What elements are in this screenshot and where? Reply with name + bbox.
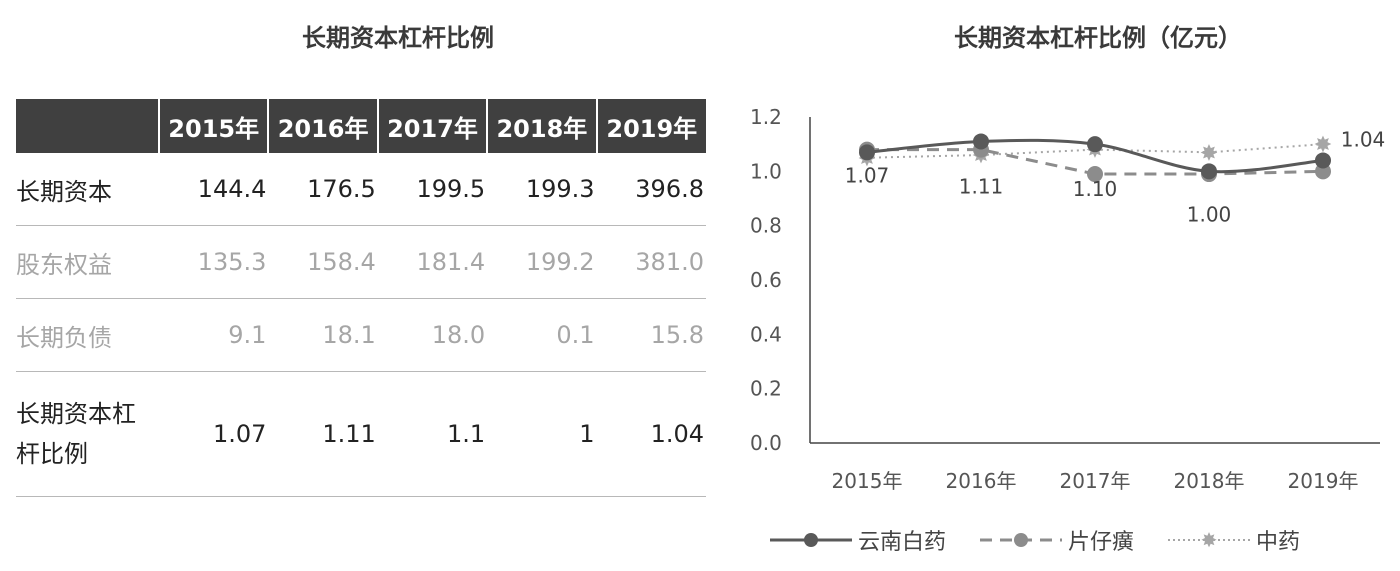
x-tick-label: 2016年 (946, 469, 1017, 493)
legend-label: 中药 (1256, 530, 1301, 555)
table-row-long-term-capital: 长期资本 144.4 176.5 199.5 199.3 396.8 (16, 153, 706, 226)
cell: 1.07 (159, 371, 269, 497)
y-tick-label: 0.8 (750, 214, 782, 238)
chart-title: 长期资本杠杆比例（亿元） (954, 24, 1242, 52)
cell: 199.5 (377, 153, 488, 226)
cell: 18.0 (377, 298, 488, 372)
cell: 199.2 (487, 225, 597, 299)
cell: 1.11 (268, 371, 378, 497)
row-label-line1: 长期资本杠 (16, 400, 136, 428)
cell: 158.4 (268, 225, 378, 299)
cell: 15.8 (596, 298, 706, 372)
series-point-0 (1087, 136, 1103, 153)
cell: 181.4 (377, 225, 488, 299)
cell: 135.3 (159, 225, 269, 299)
data-label: 1.04 (1341, 127, 1386, 151)
y-tick-label: 0.6 (750, 268, 782, 292)
cell: 18.1 (268, 298, 378, 372)
header-2017: 2017年 (376, 99, 488, 153)
series-point-0 (1201, 163, 1217, 180)
cell: 144.4 (159, 153, 269, 226)
line-chart: 0.0 0.2 0.4 0.6 0.8 1.0 1.2 2015年 2016年 2017年 2018… (750, 105, 1386, 493)
legend-item-tcm: ✸ 中药 (1168, 524, 1300, 556)
row-label: 长期负债 (16, 298, 159, 372)
x-tick-label: 2015年 (832, 469, 903, 493)
y-tick-label: 0.0 (750, 431, 782, 455)
y-tick-label: 1.0 (750, 159, 782, 183)
header-2019: 2019年 (595, 99, 706, 153)
series-point-0 (1315, 152, 1331, 169)
series-point-0 (859, 144, 875, 161)
header-2018: 2018年 (486, 99, 597, 153)
row-label: 股东权益 (16, 225, 159, 299)
table-row-leverage-ratio: 长期资本杠杆比例 1.07 1.11 1.1 1 1.04 (16, 371, 706, 497)
cell: 9.1 (159, 298, 269, 372)
cell: 381.0 (596, 225, 706, 299)
row-label: 长期资本 (16, 153, 159, 226)
table-header-row: 2015年 2016年 2017年 2018年 2019年 (16, 99, 706, 153)
cell: 0.1 (487, 298, 597, 372)
y-tick-label: 0.2 (750, 377, 782, 401)
cell: 1.1 (377, 371, 488, 497)
x-tick-label: 2018年 (1174, 469, 1245, 493)
legend-item-pien-tze-huang: 片仔癀 (980, 524, 1134, 556)
row-label-line2: 杆比例 (16, 440, 88, 468)
table-row-long-term-debt: 长期负债 9.1 18.1 18.0 0.1 15.8 (16, 298, 706, 372)
cell: 396.8 (596, 153, 706, 226)
cell: 176.5 (268, 153, 378, 226)
legend-item-yunnan-baiyao: 云南白药 (770, 524, 946, 556)
data-label: 1.11 (959, 174, 1004, 198)
capital-table: 2015年 2016年 2017年 2018年 2019年 长期资本 144.4… (16, 99, 706, 497)
legend-swatch-dotted: ✸ (1168, 530, 1251, 550)
chart-legend: 云南白药 片仔癀 ✸ 中药 (770, 522, 1334, 558)
header-2015: 2015年 (157, 99, 269, 153)
series-point-2: ✸ (1314, 133, 1332, 158)
cell: 1 (487, 371, 597, 497)
header-2016: 2016年 (267, 99, 378, 153)
legend-label: 片仔癀 (1068, 530, 1135, 555)
series-point-1 (1087, 166, 1103, 183)
x-tick-label: 2019年 (1288, 469, 1359, 493)
x-tick-label: 2017年 (1060, 469, 1131, 493)
series-point-2: ✸ (1200, 141, 1218, 166)
y-tick-label: 1.2 (750, 105, 782, 129)
legend-label: 云南白药 (858, 530, 947, 555)
legend-swatch-dashed (980, 533, 1063, 547)
y-tick-label: 0.4 (750, 322, 782, 346)
series-point-0 (973, 133, 989, 150)
table-title: 长期资本杠杆比例 (302, 24, 494, 52)
header-blank (16, 99, 159, 153)
table-row-equity: 股东权益 135.3 158.4 181.4 199.2 381.0 (16, 225, 706, 299)
cell: 1.04 (596, 371, 706, 497)
legend-swatch-solid (770, 533, 852, 547)
svg-text:✸: ✸ (1201, 530, 1218, 550)
data-label: 1.07 (845, 163, 890, 187)
data-label: 1.00 (1187, 202, 1232, 226)
cell: 199.3 (487, 153, 597, 226)
row-label: 长期资本杠 杆比例 (16, 371, 159, 497)
data-label: 1.10 (1073, 177, 1118, 201)
